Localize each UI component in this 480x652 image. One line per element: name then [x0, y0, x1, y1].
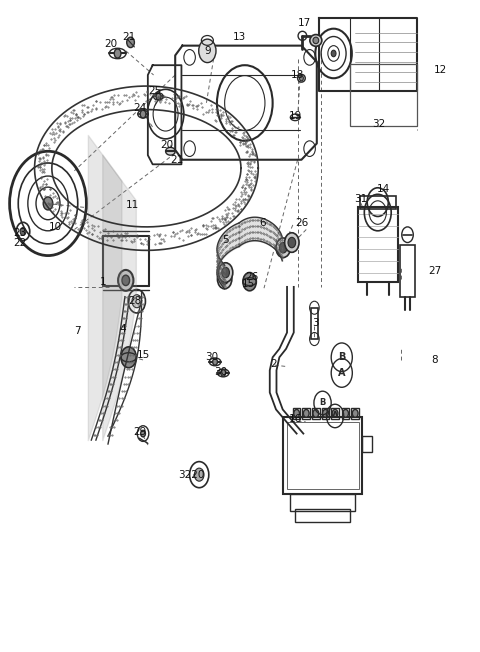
Text: 7: 7 [74, 326, 81, 336]
Ellipse shape [310, 35, 322, 46]
Circle shape [218, 263, 233, 282]
Text: 18: 18 [291, 70, 304, 80]
Circle shape [217, 269, 232, 289]
Text: 6: 6 [260, 218, 266, 228]
Circle shape [127, 37, 134, 48]
Bar [295, 509, 350, 522]
Bar [351, 408, 359, 419]
Text: 30: 30 [214, 366, 228, 377]
Text: 25: 25 [148, 86, 161, 96]
Circle shape [122, 275, 130, 286]
Text: 16: 16 [288, 413, 302, 424]
Text: B: B [319, 398, 326, 408]
Circle shape [194, 468, 204, 481]
Text: 3: 3 [312, 318, 319, 328]
Circle shape [221, 370, 226, 376]
Ellipse shape [313, 37, 319, 44]
Circle shape [303, 409, 309, 417]
Circle shape [243, 273, 256, 291]
Text: 9: 9 [204, 46, 211, 56]
Text: 4: 4 [119, 324, 126, 334]
Bar [331, 408, 339, 419]
Circle shape [332, 409, 338, 417]
Circle shape [288, 237, 296, 248]
Bar [287, 422, 359, 489]
Circle shape [294, 409, 300, 417]
Text: 5: 5 [222, 235, 229, 245]
Bar [400, 245, 415, 297]
Circle shape [199, 39, 216, 63]
Circle shape [343, 409, 348, 417]
Text: 15: 15 [242, 278, 255, 289]
Bar [290, 494, 355, 511]
Circle shape [313, 409, 319, 417]
Text: 26: 26 [245, 272, 259, 282]
Text: 11: 11 [125, 200, 139, 211]
Text: 15: 15 [136, 350, 150, 361]
Circle shape [213, 359, 217, 365]
Circle shape [331, 50, 336, 57]
Text: 23: 23 [13, 228, 27, 239]
Bar [283, 417, 362, 494]
Text: 30: 30 [205, 352, 219, 363]
Circle shape [221, 274, 228, 284]
Circle shape [323, 409, 328, 417]
Circle shape [140, 110, 146, 118]
Text: 21: 21 [122, 31, 135, 42]
Bar [358, 207, 398, 282]
Text: 29: 29 [133, 426, 147, 437]
Text: A: A [338, 368, 346, 378]
Text: 32: 32 [372, 119, 386, 129]
Text: 10: 10 [48, 222, 62, 232]
Text: 27: 27 [428, 265, 441, 276]
Ellipse shape [300, 76, 303, 81]
Bar [312, 408, 320, 419]
Text: 28: 28 [129, 296, 142, 306]
Ellipse shape [298, 74, 305, 82]
Text: B: B [338, 352, 346, 363]
Circle shape [222, 267, 229, 278]
Text: 1: 1 [100, 276, 107, 287]
Text: 2: 2 [270, 359, 277, 369]
Circle shape [279, 243, 287, 253]
Circle shape [352, 409, 358, 417]
Text: 21: 21 [170, 155, 183, 165]
Circle shape [285, 233, 299, 252]
Bar [311, 308, 318, 339]
Text: A: A [332, 411, 338, 421]
Text: 20: 20 [160, 140, 174, 150]
Circle shape [141, 430, 145, 437]
Circle shape [132, 295, 142, 308]
Circle shape [43, 197, 53, 210]
Text: 19: 19 [288, 111, 302, 121]
Circle shape [114, 49, 121, 58]
Circle shape [20, 228, 26, 235]
Ellipse shape [166, 147, 175, 155]
Text: 22: 22 [13, 237, 27, 248]
Bar [362, 436, 372, 452]
Text: 31: 31 [354, 194, 368, 204]
Text: 17: 17 [298, 18, 312, 28]
Text: 12: 12 [434, 65, 447, 76]
Bar [322, 408, 329, 419]
Text: 24: 24 [133, 102, 147, 113]
Circle shape [118, 270, 133, 291]
Bar [350, 64, 417, 126]
Bar [302, 408, 310, 419]
Text: 14: 14 [376, 184, 390, 194]
Bar [342, 408, 349, 419]
Text: 8: 8 [431, 355, 438, 365]
Circle shape [156, 93, 161, 100]
Circle shape [121, 347, 136, 368]
Text: 26: 26 [295, 218, 308, 228]
Bar [293, 408, 300, 419]
Text: 20: 20 [104, 39, 117, 50]
Text: 3220: 3220 [178, 469, 204, 480]
Circle shape [276, 238, 290, 258]
Text: 13: 13 [232, 31, 246, 42]
Bar [360, 196, 396, 209]
